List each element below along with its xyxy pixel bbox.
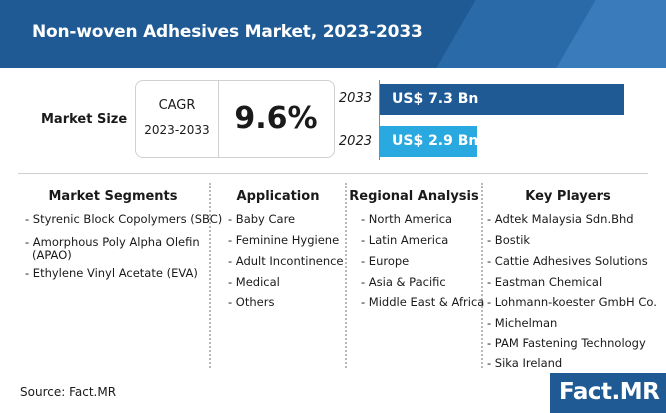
logo-text: Fact.MR xyxy=(559,379,660,405)
bar-2023: US$ 2.9 Bn xyxy=(380,126,479,157)
key-player-item: - Eastman Chemical xyxy=(487,275,603,289)
region-item: - Middle East & Africa xyxy=(361,295,485,309)
key-player-item: - Bostik xyxy=(487,233,531,247)
application-item: - Feminine Hygiene xyxy=(228,233,340,247)
bar-2033: US$ 7.3 Bn xyxy=(380,84,624,115)
bar-axis xyxy=(379,80,380,160)
segment-item: (APAO) xyxy=(32,248,72,262)
column-heading-application: Application xyxy=(236,189,320,204)
key-player-item: - PAM Fastening Technology xyxy=(487,336,646,350)
column-divider xyxy=(481,183,483,368)
cagr-period: 2023-2033 xyxy=(144,123,210,137)
section-divider xyxy=(18,173,648,174)
segment-item: - Amorphous Poly Alpha Olefin xyxy=(25,235,200,249)
column-divider xyxy=(345,183,347,368)
cagr-box: CAGR 2023-2033 9.6% xyxy=(135,80,335,158)
bar-year-label: 2023 xyxy=(338,134,372,149)
cagr-label: CAGR xyxy=(158,98,196,113)
column-heading-key-players: Key Players xyxy=(525,189,611,204)
column-heading-market-segments: Market Segments xyxy=(48,189,178,204)
column-divider xyxy=(209,183,211,368)
cagr-value: 9.6% xyxy=(234,101,318,136)
source-text: Source: Fact.MR xyxy=(20,385,117,399)
factmr-logo: Fact.MR xyxy=(550,373,666,413)
region-item: - Latin America xyxy=(361,233,449,247)
page-title: Non-woven Adhesives Market, 2023-2033 xyxy=(32,22,423,42)
cagr-left-panel: CAGR 2023-2033 xyxy=(136,81,219,157)
header-banner: Non-woven Adhesives Market, 2023-2033 xyxy=(0,0,666,68)
region-item: - Asia & Pacific xyxy=(361,275,446,289)
market-size-label: Market Size xyxy=(41,112,128,127)
bar-value-label: US$ 2.9 Bn xyxy=(392,133,479,149)
column-heading-regional-analysis: Regional Analysis xyxy=(349,189,479,204)
key-player-item: - Cattie Adhesives Solutions xyxy=(487,254,648,268)
key-player-item: - Michelman xyxy=(487,316,558,330)
bar-year-label: 2033 xyxy=(338,91,372,106)
segment-item: - Styrenic Block Copolymers (SBC) xyxy=(25,212,223,226)
key-player-item: - Sika Ireland xyxy=(487,356,563,370)
application-item: - Adult Incontinence xyxy=(228,254,344,268)
application-item: - Baby Care xyxy=(228,212,296,226)
bar-value-label: US$ 7.3 Bn xyxy=(392,91,479,107)
region-item: - North America xyxy=(361,212,453,226)
application-item: - Others xyxy=(228,295,275,309)
key-player-item: - Lohmann-koester GmbH Co. xyxy=(487,295,657,309)
segment-item: - Ethylene Vinyl Acetate (EVA) xyxy=(25,266,198,280)
region-item: - Europe xyxy=(361,254,410,268)
application-item: - Medical xyxy=(228,275,280,289)
key-player-item: - Adtek Malaysia Sdn.Bhd xyxy=(487,212,634,226)
